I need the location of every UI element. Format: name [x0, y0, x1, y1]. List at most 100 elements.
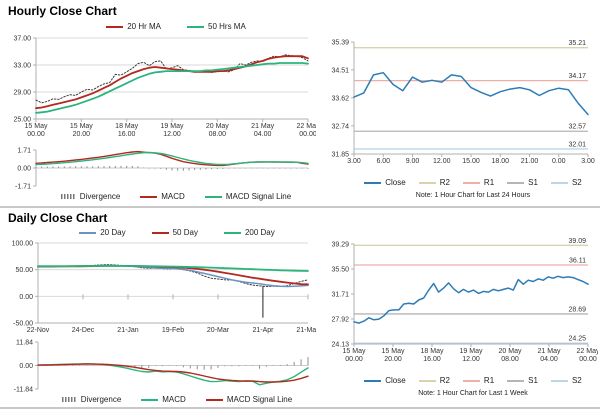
legend-item: 200 Day [223, 228, 275, 237]
bars-swatch-icon [60, 194, 76, 199]
legend-item: R2 [418, 178, 450, 187]
line-swatch-icon [364, 181, 382, 184]
legend-item: S1 [507, 178, 538, 187]
svg-text:0.00: 0.00 [19, 294, 33, 301]
legend-label: R1 [483, 178, 495, 187]
legend-label: MACD [161, 192, 185, 201]
svg-text:24-Dec: 24-Dec [72, 327, 95, 334]
svg-text:21.00: 21.00 [521, 158, 539, 165]
svg-text:20-Mar: 20-Mar [207, 327, 230, 334]
legend-label: MACD Signal Line [225, 192, 292, 201]
svg-text:6.00: 6.00 [376, 158, 390, 165]
line-swatch-icon [205, 398, 223, 401]
line-swatch-icon [462, 379, 480, 382]
legend-label: Close [385, 178, 406, 187]
svg-text:35.50: 35.50 [331, 267, 349, 274]
svg-text:24.13: 24.13 [331, 342, 349, 349]
hourly-note: Note: 1 Hour Chart for Last 24 Hours [415, 192, 531, 199]
svg-text:29.00: 29.00 [13, 90, 31, 97]
svg-text:3.00: 3.00 [581, 158, 595, 165]
svg-text:32.57: 32.57 [568, 124, 586, 131]
line-swatch-icon [151, 231, 169, 234]
line-swatch-icon [223, 231, 241, 234]
svg-text:9.00: 9.00 [406, 158, 420, 165]
svg-text:34.17: 34.17 [568, 73, 586, 80]
weekly-note: Note: 1 Hour Chart for Last 1 Week [418, 390, 528, 397]
svg-text:-50.00: -50.00 [13, 321, 33, 328]
section-divider [0, 206, 600, 208]
svg-text:33.62: 33.62 [331, 96, 349, 103]
hourly-pivot-plot: 35.39 34.51 33.62 32.74 31.85 3.00 6.00 9.00 12.… [318, 30, 598, 176]
legend-item: 20 Day [79, 228, 126, 237]
legend-item: 50 Day [151, 228, 198, 237]
svg-text:0.00: 0.00 [19, 363, 33, 370]
legend-label: 20 Day [100, 228, 126, 237]
line-swatch-icon [106, 25, 124, 28]
hourly-macd-plot: 1.71 0.00 -1.71 [0, 146, 316, 190]
line-swatch-icon [507, 379, 525, 382]
svg-text:24.25: 24.25 [568, 336, 586, 343]
hourly-chart-title: Hourly Close Chart [8, 4, 117, 18]
hourly-pivot-chart: 35.39 34.51 33.62 32.74 31.85 3.00 6.00 9.00 12.… [318, 30, 598, 200]
svg-text:36.11: 36.11 [569, 257, 586, 264]
legend-item: R1 [462, 376, 494, 385]
line-swatch-icon [79, 231, 97, 234]
hourly-price-plot: 37.00 33.00 29.00 25.00 15 May 00.00 15 May 20.… [0, 33, 316, 145]
line-swatch-icon [507, 181, 525, 184]
weekly-pivot-legend: Close R2 R1 S1 S2 [318, 374, 598, 387]
daily-macd-plot: 11.84 0.00 -11.84 [0, 337, 316, 393]
svg-text:33.00: 33.00 [13, 63, 31, 70]
svg-text:15.00: 15.00 [462, 158, 480, 165]
legend-label: MACD [162, 395, 186, 404]
legend-label: 20 Hr MA [127, 22, 161, 31]
weekly-pivot-plot: 39.29 35.50 31.71 27.92 24.13 15 May 00.00 15 M… [318, 234, 598, 374]
legend-label: S2 [571, 376, 582, 385]
line-swatch-icon [364, 379, 382, 382]
legend-item: MACD [141, 395, 186, 404]
weekly-pivot-chart: 39.29 35.50 31.71 27.92 24.13 15 May 00.00 15 M… [318, 234, 598, 397]
svg-text:100.00: 100.00 [12, 241, 34, 248]
legend-item: S2 [550, 178, 582, 187]
svg-text:27.92: 27.92 [331, 317, 349, 324]
svg-text:35.21: 35.21 [568, 40, 586, 47]
svg-text:32.01: 32.01 [568, 141, 586, 148]
legend-item: MACD Signal Line [205, 395, 293, 404]
svg-text:0.00: 0.00 [552, 158, 566, 165]
legend-label: S2 [571, 178, 582, 187]
legend-label: S1 [528, 376, 538, 385]
legend-item: MACD [140, 192, 185, 201]
legend-item: S2 [550, 376, 582, 385]
svg-text:25.00: 25.00 [13, 117, 31, 124]
legend-label: MACD Signal Line [226, 395, 293, 404]
daily-price-chart: 20 Day 50 Day 200 Day 100.00 50.00 0.00 -50.0… [0, 226, 316, 337]
legend-label: Divergence [79, 192, 121, 201]
legend-item: S1 [507, 376, 538, 385]
daily-chart-title: Daily Close Chart [8, 211, 108, 225]
svg-text:32.74: 32.74 [331, 123, 349, 130]
line-swatch-icon [204, 195, 222, 198]
svg-text:34.51: 34.51 [331, 67, 349, 74]
legend-item: 50 Hrs MA [187, 22, 246, 31]
svg-text:21-Jan: 21-Jan [117, 327, 139, 334]
svg-text:-11.84: -11.84 [14, 387, 33, 394]
legend-item: Divergence [61, 395, 121, 404]
line-swatch-icon [418, 379, 436, 382]
hourly-macd-chart: 1.71 0.00 -1.71 Divergence MACD MACD Signal … [0, 146, 316, 203]
line-swatch-icon [140, 195, 158, 198]
legend-label: S1 [528, 178, 538, 187]
line-swatch-icon [550, 379, 568, 382]
svg-text:50.00: 50.00 [15, 267, 33, 274]
svg-text:22-Nov: 22-Nov [27, 327, 50, 334]
